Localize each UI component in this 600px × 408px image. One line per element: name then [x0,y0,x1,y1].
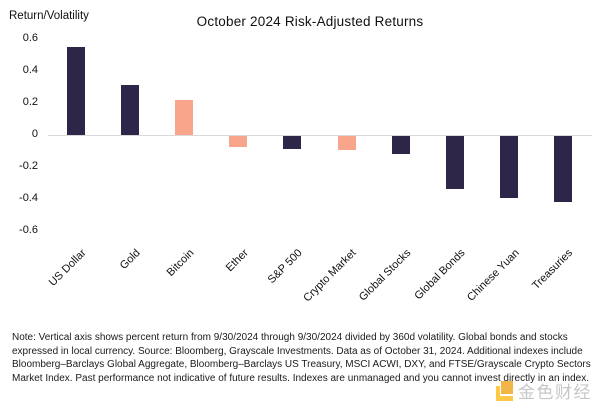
y-tick--0.6: -0.6 [19,224,38,236]
zero-baseline [48,135,592,136]
x-label-crypto-market: Crypto Market [301,247,359,305]
y-tick-0.2: 0.2 [22,96,38,108]
x-label-global-bonds: Global Bonds [412,247,468,303]
bar-global-stocks [391,136,410,154]
y-tick--0.2: -0.2 [19,160,38,172]
x-label-global-stocks: Global Stocks [356,247,414,304]
bar-us-dollar [67,47,85,135]
y-tick-0: 0 [31,128,38,140]
chart-title: October 2024 Risk-Adjusted Returns [196,14,424,29]
x-label-ether: Ether [223,247,251,275]
bar-bitcoin [175,99,194,135]
y-tick-0.6: 0.6 [22,32,38,44]
jinse-finance-logo-icon [496,380,513,401]
x-label-treasuries: Treasuries [530,247,576,292]
x-label-bitcoin: Bitcoin [164,247,197,279]
x-label-chinese-yuan: Chinese Yuan [464,247,522,304]
bar-treasuries [553,136,572,202]
x-label-us-dollar: US Dollar [46,247,89,289]
jinse-watermark: 金色财经 [496,378,592,403]
y-tick-0.4: 0.4 [22,64,38,76]
footnote: Note: Vertical axis shows percent return… [12,332,591,384]
bar-chinese-yuan [499,136,518,199]
y-axis-label: Return/Volatility [9,10,89,22]
watermark-text: 金色财经 [518,383,592,402]
bar-global-bonds [445,136,464,189]
bar-crypto-market [337,136,356,151]
bar-ether [229,136,248,148]
bar-s-p-500 [283,136,302,149]
x-label-s-p-500: S&P 500 [265,247,305,287]
x-label-gold: Gold [117,247,143,272]
y-tick--0.4: -0.4 [19,192,38,204]
bar-gold [121,85,140,135]
